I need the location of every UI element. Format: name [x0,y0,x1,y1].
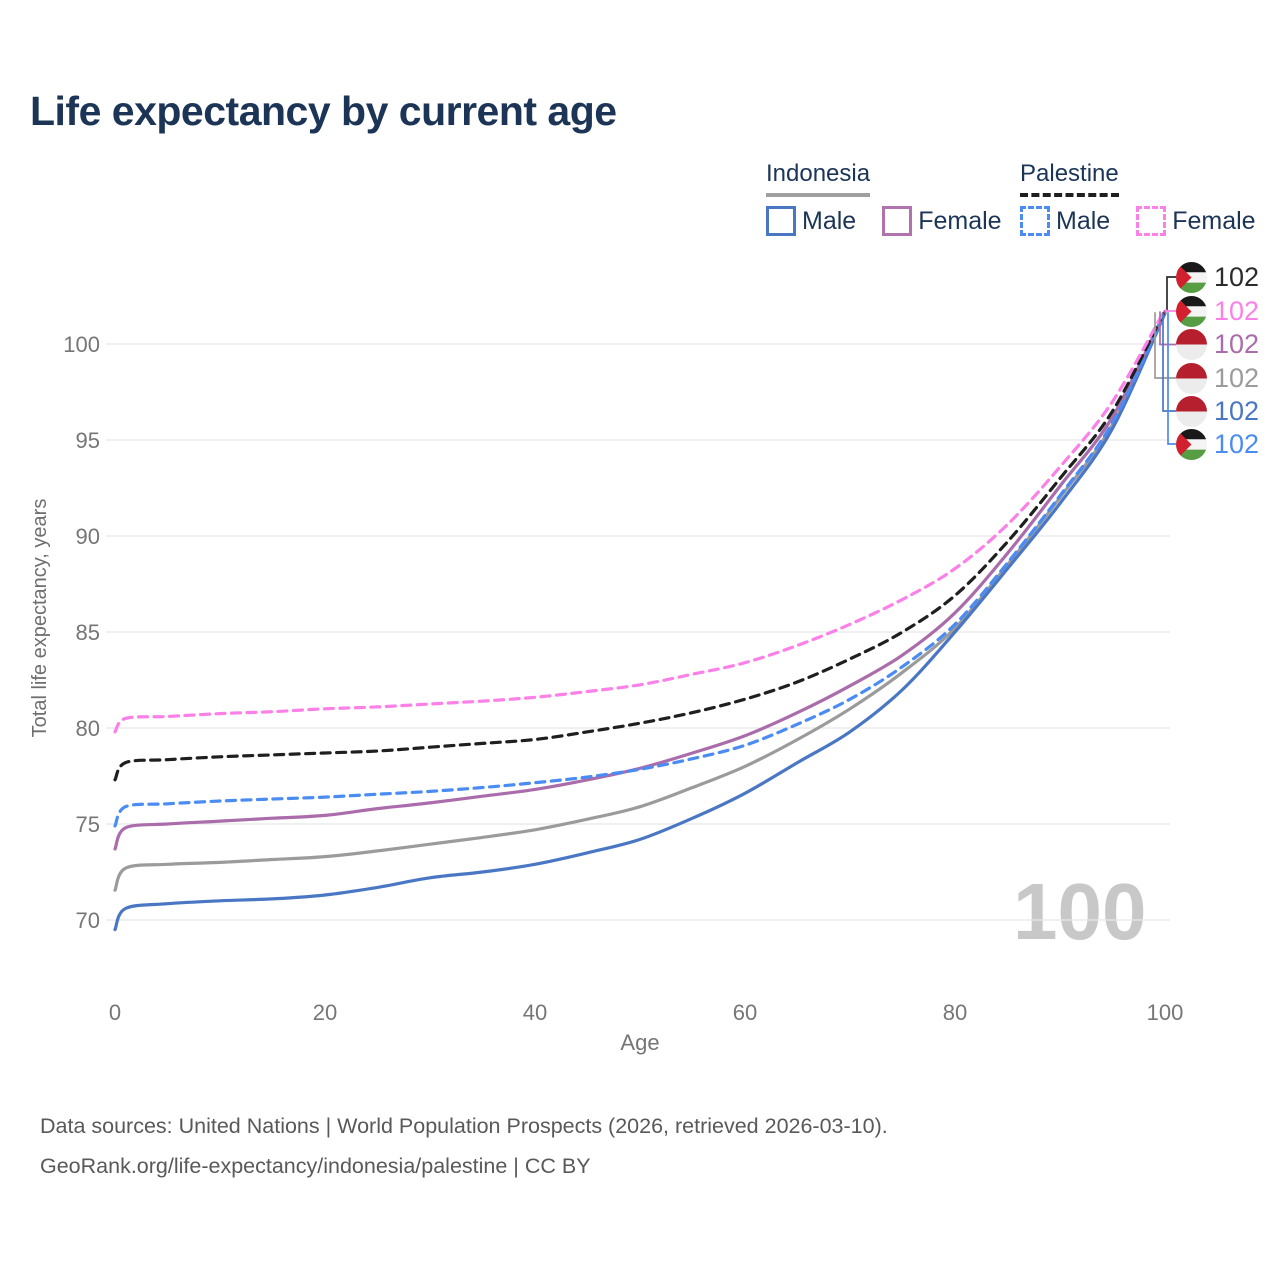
x-tick-label-60: 60 [733,1000,757,1025]
legend-item-indonesia-female[interactable]: Female [882,206,1002,236]
indonesia-flag-icon [1176,329,1207,360]
indonesia-flag-icon [1176,362,1207,394]
leader-line-2 [1159,311,1176,346]
legend: Indonesia Male Female Palestine Male Female [0,160,1280,250]
y-tick-label-85: 85 [76,620,100,645]
end-label-value: 102 [1214,329,1260,359]
legend-group-palestine: Palestine Male Female [1020,160,1276,236]
palestine-flag-icon [1176,428,1207,460]
legend-item-label: Female [1172,206,1256,235]
legend-item-label: Male [802,206,857,235]
legend-swatch-icon [882,206,913,236]
y-tick-label-75: 75 [76,812,100,837]
end-label-indonesia-female: 102 [1176,329,1259,360]
end-label-palestine-both-sexes: 102 [1176,261,1260,293]
end-label-value: 102 [1214,362,1260,393]
x-tick-label-20: 20 [313,1000,337,1025]
end-label-palestine-male: 102 [1176,428,1260,460]
legend-swatch-icon [766,206,796,236]
footer-attribution: GeoRank.org/life-expectancy/indonesia/pa… [40,1154,591,1178]
series-line-indonesia-male [113,311,1167,932]
x-tick-label-40: 40 [523,1000,547,1025]
legend-item-palestine-female[interactable]: Female [1136,206,1256,236]
footer: Data sources: United Nations | World Pop… [40,1106,888,1186]
y-tick-label-70: 70 [76,908,100,933]
legend-country-palestine[interactable]: Palestine [1020,160,1119,197]
x-axis-title: Age [620,1030,659,1055]
indonesia-flag-icon [1176,395,1207,427]
series-line-palestine-both-sexes [113,308,1167,782]
series-line-indonesia-female [113,309,1167,851]
legend-item-palestine-male[interactable]: Male [1020,206,1110,236]
footer-sources: Data sources: United Nations | World Pop… [40,1114,888,1138]
end-label-indonesia-male: 102 [1176,395,1260,427]
leader-line-4 [1162,313,1176,412]
y-tick-label-90: 90 [76,524,100,549]
end-label-value: 102 [1214,395,1260,426]
legend-group-indonesia: Indonesia Male Female [766,160,1022,236]
y-axis-title: Total life expectancy, years [29,499,51,738]
end-label-value: 102 [1214,295,1260,326]
series-line-palestine-female [113,307,1167,734]
series-line-palestine-male [113,310,1167,828]
x-tick-label-0: 0 [109,1000,121,1025]
y-tick-label-100: 100 [63,332,100,357]
legend-item-indonesia-male[interactable]: Male [766,206,856,236]
leader-line-0 [1166,276,1176,311]
x-tick-label-80: 80 [943,1000,967,1025]
y-tick-label-95: 95 [76,428,100,453]
legend-item-label: Male [1056,206,1111,235]
leader-line-3 [1154,312,1176,379]
end-label-indonesia-both-sexes: 102 [1176,362,1260,394]
x-tick-label-100: 100 [1147,1000,1184,1025]
page-title: Life expectancy by current age [30,88,617,134]
end-label-value: 102 [1214,261,1260,292]
legend-item-label: Female [918,206,1002,235]
palestine-flag-icon [1176,261,1207,293]
leader-line-5 [1167,312,1176,445]
leader-line-1 [1165,309,1176,312]
palestine-flag-icon [1176,295,1207,327]
legend-swatch-icon [1136,206,1167,236]
end-label-palestine-female: 102 [1176,295,1260,327]
y-tick-label-80: 80 [76,716,100,741]
legend-country-indonesia[interactable]: Indonesia [766,160,871,197]
series-line-indonesia-both-sexes [113,310,1167,892]
age-watermark: 100 [1013,867,1147,956]
end-label-value: 102 [1214,428,1260,459]
legend-swatch-icon [1020,206,1050,236]
